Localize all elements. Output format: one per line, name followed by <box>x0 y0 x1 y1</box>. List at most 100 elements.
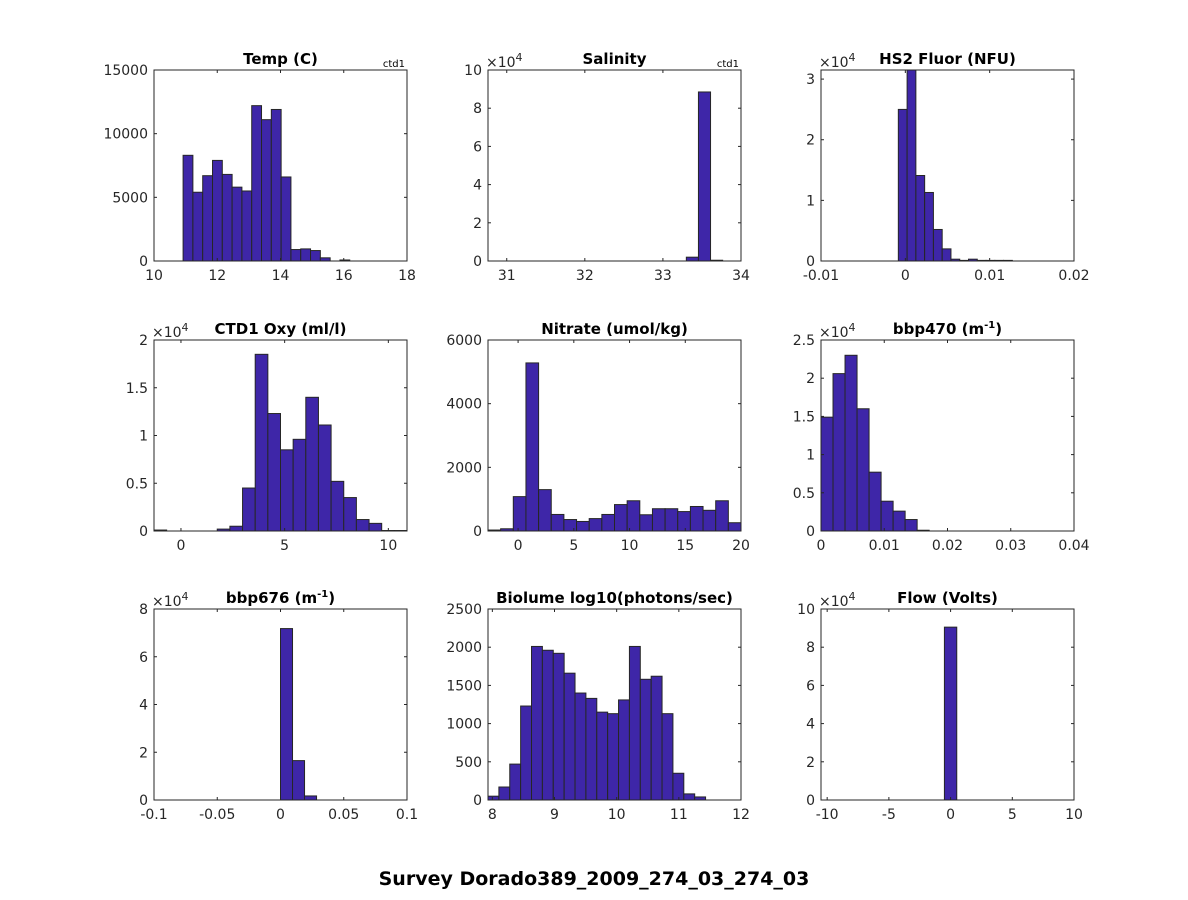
subplot-title: HS2 Fluor (NFU) <box>879 50 1016 68</box>
histogram-bar <box>844 354 858 531</box>
axis-exponent-label: ×104 <box>486 51 523 71</box>
subplot-title: Salinity <box>583 50 647 68</box>
y-tick-label: 1 <box>806 448 815 464</box>
axes-box <box>487 608 742 801</box>
y-tick-label: 2.5 <box>793 333 815 349</box>
y-tick-label: 8 <box>473 101 482 117</box>
x-tick-label: 0 <box>817 538 826 554</box>
histogram-bar <box>261 119 272 261</box>
subplot-8: 8 9 10 11 12 0 500 1000 1500 2000 2500 Biolume log1… <box>446 589 750 823</box>
bars <box>154 353 407 531</box>
x-tick-label: 0 <box>276 807 285 823</box>
histogram-bar <box>319 257 331 261</box>
histogram-bar <box>270 108 282 261</box>
y-tick-label: 0 <box>473 254 482 270</box>
x-tick-label: 0.01 <box>869 538 900 554</box>
x-tick-label: 12 <box>208 268 226 284</box>
subplot-title: bbp676 (m-1) <box>226 589 335 607</box>
y-tick-label: 2 <box>806 371 815 387</box>
histogram-bar <box>498 786 511 800</box>
y-tick-label: 1 <box>139 429 148 445</box>
y-tick-label: 1.5 <box>126 381 148 397</box>
subplot-title: Nitrate (umol/kg) <box>541 320 688 338</box>
histogram-bar <box>531 645 543 800</box>
x-tick-label: 10 <box>1065 807 1083 823</box>
histogram-bar <box>943 626 958 800</box>
x-tick-label: 0.01 <box>974 268 1005 284</box>
sensor-note: ctd1 <box>717 59 739 70</box>
y-tick-label: 6 <box>473 139 482 155</box>
histogram-bar <box>689 505 704 531</box>
y-tick-label: 3 <box>806 72 815 88</box>
histogram-bar <box>280 176 292 261</box>
histogram-bar <box>821 416 834 531</box>
x-tick-label: 16 <box>335 268 353 284</box>
histogram-bar <box>525 362 540 531</box>
subplot-title: Temp (C) <box>243 50 318 68</box>
subplot-6: 0 0.01 0.02 0.03 0.04 0 0.5 1 1.5 2 2.5 bbp470 (m-1… <box>793 320 1090 554</box>
y-tick-label: 0.5 <box>126 476 148 492</box>
y-tick-label: 2500 <box>446 602 482 618</box>
x-tick-label: 9 <box>550 807 559 823</box>
subplot-7: -0.1 -0.05 0 0.05 0.1 0 2 4 6 8 bbp676 (m-1) ×104 <box>139 589 418 823</box>
x-tick-label: 0.02 <box>1058 268 1089 284</box>
histogram-bar <box>330 480 345 531</box>
histogram-bar <box>614 504 628 531</box>
histogram-bar <box>596 711 609 800</box>
histogram-bar <box>915 175 926 261</box>
histogram-bar <box>585 697 598 800</box>
sensor-note: ctd1 <box>383 59 405 70</box>
histogram-bar <box>588 518 603 531</box>
histogram-bar <box>702 509 717 531</box>
histogram-bar <box>941 248 952 261</box>
x-tick-label: 14 <box>272 268 290 284</box>
y-tick-label: 2 <box>139 745 148 761</box>
y-tick-label: 1 <box>806 193 815 209</box>
y-tick-label: 0 <box>473 793 482 809</box>
subplot-title: Flow (Volts) <box>897 589 998 607</box>
subplot-title: Biolume log10(photons/sec) <box>496 589 733 607</box>
histogram-bar <box>685 256 699 261</box>
histogram-bar <box>932 228 943 261</box>
x-tick-label: 10 <box>379 538 397 554</box>
axis-exponent-label: ×104 <box>819 51 856 71</box>
histogram-bar <box>254 353 269 531</box>
y-tick-label: 4 <box>806 717 815 733</box>
histogram-bar <box>317 424 332 531</box>
histogram-bar <box>343 497 357 531</box>
histogram-bar <box>229 525 244 531</box>
bars <box>821 354 930 531</box>
x-tick-label: 0.05 <box>328 807 359 823</box>
axes-box <box>487 339 742 532</box>
histogram-bar <box>906 70 917 261</box>
subplot-2: 31 32 33 34 0 2 4 6 8 10 Salinity ×104 ctd1 <box>464 50 750 284</box>
x-tick-label: 10 <box>145 268 163 284</box>
histogram-bar <box>832 373 846 531</box>
x-tick-label: 31 <box>498 268 516 284</box>
histogram-bar <box>856 408 870 531</box>
x-tick-label: 0 <box>946 807 955 823</box>
histogram-bar <box>715 500 729 531</box>
axis-exponent-label: ×104 <box>819 590 856 610</box>
histogram-bar <box>310 250 321 261</box>
histogram-bar <box>576 520 590 531</box>
histogram-bar <box>694 796 707 800</box>
axis-exponent-label: ×104 <box>152 321 189 341</box>
y-tick-label: 10 <box>464 63 482 79</box>
histogram-bar <box>192 191 204 261</box>
histogram-bar <box>563 672 576 800</box>
histogram-bar <box>241 190 253 261</box>
y-tick-label: 6 <box>139 650 148 666</box>
x-tick-label: -5 <box>882 807 896 823</box>
bars <box>280 628 318 800</box>
histogram-bar <box>509 763 522 800</box>
y-tick-label: 6 <box>806 678 815 694</box>
x-tick-label: 0.02 <box>932 538 963 554</box>
histogram-bar <box>305 396 319 531</box>
x-tick-label: 8 <box>488 807 497 823</box>
histogram-bar <box>574 692 587 800</box>
subplot-5: 0 5 10 15 20 0 2000 4000 6000 Nitrate (umol/kg) <box>446 320 750 554</box>
axis-exponent-label: ×104 <box>152 590 189 610</box>
x-tick-label: -10 <box>816 807 839 823</box>
subplot-title: CTD1 Oxy (ml/l) <box>215 320 347 338</box>
